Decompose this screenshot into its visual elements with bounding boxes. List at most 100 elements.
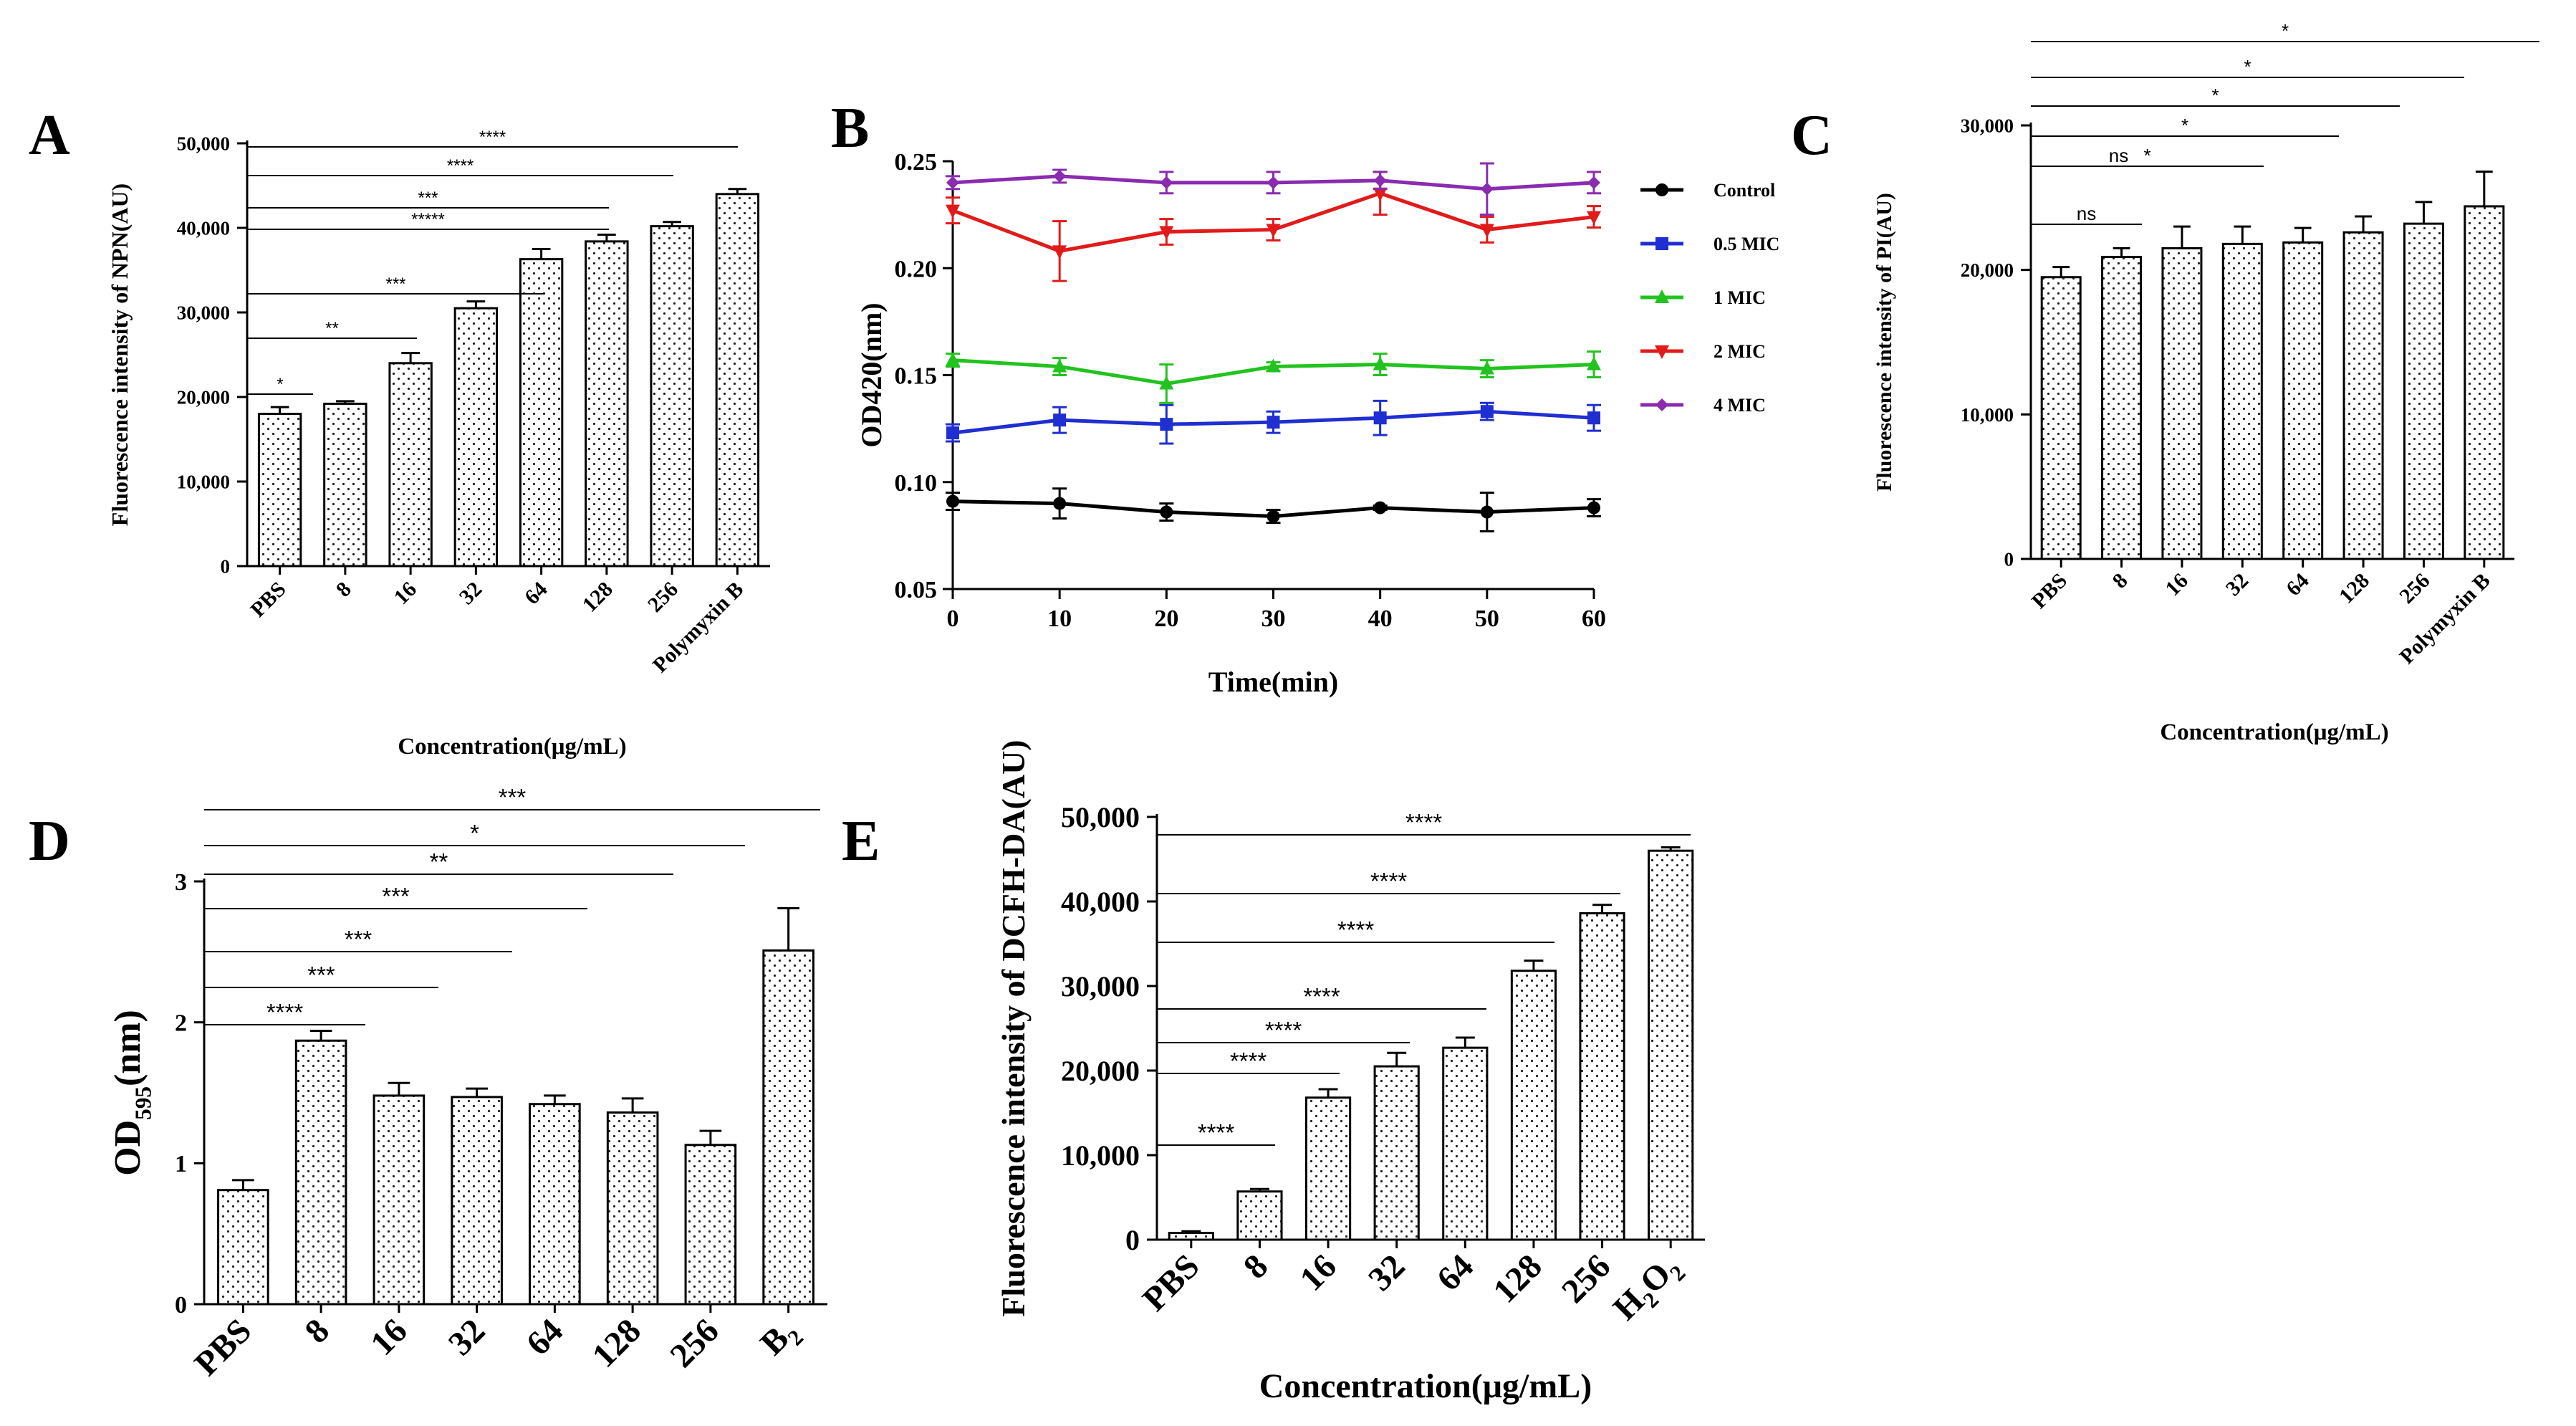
y-tick-label: 20,000 bbox=[1061, 1055, 1140, 1087]
significance-label: *** bbox=[382, 883, 410, 909]
x-tick-label-text: 64 bbox=[2282, 569, 2314, 601]
legend-label: 2 MIC bbox=[1714, 341, 1766, 362]
x-tick-label: 16 bbox=[363, 1311, 414, 1362]
x-tick-label-text: 32 bbox=[441, 1311, 492, 1362]
bar bbox=[715, 193, 760, 568]
data-point bbox=[1373, 501, 1387, 515]
x-tick-label-text: 16 bbox=[363, 1311, 414, 1362]
significance-label: ** bbox=[325, 319, 339, 338]
y-tick-label: 20,000 bbox=[177, 386, 230, 408]
x-tick-label-text: 32 bbox=[455, 578, 487, 610]
x-tick-label: 50 bbox=[1475, 606, 1499, 632]
x-tick-label: 64 bbox=[1430, 1247, 1481, 1298]
legend-label: 1 MIC bbox=[1714, 287, 1766, 308]
data-point bbox=[1655, 398, 1668, 411]
series-0-5-mic: 0.5 MIC bbox=[946, 234, 1779, 445]
significance-label: ** bbox=[430, 848, 448, 875]
x-tick-label: PBS bbox=[246, 578, 290, 622]
significance-label: **** bbox=[1405, 809, 1443, 836]
data-point bbox=[1655, 345, 1669, 359]
x-tick-label: 16 bbox=[390, 578, 422, 610]
x-tick-label: H2O2 bbox=[1606, 1247, 1691, 1331]
panel-letter-b: B bbox=[831, 97, 869, 160]
panel-a: 0 10,000 20,000 30,000 40,000 50,000 PBS 8 16 32 6… bbox=[107, 128, 770, 760]
x-tick-label: 128 bbox=[1486, 1247, 1549, 1310]
x-tick-label: 32 bbox=[1361, 1247, 1412, 1298]
bar bbox=[1373, 1065, 1420, 1241]
x-tick-label: 256 bbox=[643, 578, 683, 617]
data-point bbox=[946, 352, 960, 366]
x-tick-label: 40 bbox=[1368, 606, 1393, 632]
panel-letter-e: E bbox=[842, 810, 880, 873]
x-tick-label: 64 bbox=[2282, 569, 2314, 601]
bar bbox=[2101, 256, 2143, 560]
x-tick-label: PBS bbox=[187, 1311, 259, 1383]
x-axis-title: Concentration(μg/mL) bbox=[1259, 1367, 1592, 1405]
y-tick-label: 0.10 bbox=[895, 470, 938, 497]
y-tick-label: 40,000 bbox=[1061, 886, 1140, 918]
bar bbox=[388, 362, 433, 568]
bar bbox=[1648, 849, 1694, 1241]
x-tick-label: 0 bbox=[947, 606, 959, 632]
data-point bbox=[1587, 356, 1601, 370]
x-axis-title: Concentration(μg/mL) bbox=[398, 734, 626, 760]
x-tick-label: 8 bbox=[332, 578, 356, 602]
y-tick-label: 30,000 bbox=[1061, 970, 1140, 1002]
bar bbox=[323, 402, 367, 568]
x-tick-label-text: 128 bbox=[2335, 569, 2374, 608]
x-tick-label-text: PBS bbox=[246, 578, 290, 622]
y-tick-label: 0 bbox=[175, 1292, 187, 1319]
significance-label: * bbox=[2282, 20, 2289, 42]
significance-label: ns bbox=[2109, 145, 2128, 166]
bar bbox=[217, 1189, 269, 1306]
bar bbox=[1442, 1046, 1489, 1241]
data-point bbox=[1655, 237, 1668, 250]
y-tick-label: 40,000 bbox=[177, 217, 230, 239]
x-tick-label: 128 bbox=[578, 578, 617, 617]
bar bbox=[762, 949, 814, 1306]
series-4-mic: 4 MIC bbox=[946, 162, 1766, 416]
y-tick-label: 50,000 bbox=[177, 133, 230, 154]
data-point bbox=[1587, 411, 1600, 425]
y-tick-label: 0 bbox=[2004, 548, 2014, 570]
y-axis-title: Fluorescence intensity of PI(AU) bbox=[1873, 193, 1896, 492]
x-tick-label-text: 32 bbox=[1361, 1247, 1412, 1298]
data-point bbox=[1587, 501, 1600, 515]
x-tick-label-text: 128 bbox=[585, 1311, 648, 1374]
x-tick-label-text: 128 bbox=[578, 578, 617, 617]
x-tick-label-text: 32 bbox=[2221, 569, 2254, 601]
x-tick-label: 64 bbox=[519, 1311, 570, 1362]
data-point bbox=[1587, 211, 1601, 225]
x-tick-label: 60 bbox=[1582, 606, 1606, 632]
x-tick-label-text: 8 bbox=[297, 1311, 336, 1350]
bar bbox=[1304, 1096, 1352, 1241]
chart-layer: A B C D E 0 10,000 20,000 30,000 40,000 50,000 PBS 8… bbox=[29, 20, 2539, 1405]
significance-label: **** bbox=[1337, 917, 1375, 943]
x-axis-title: Time(min) bbox=[1208, 666, 1338, 698]
y-tick-label: 10,000 bbox=[1961, 404, 2014, 426]
y-axis-title-subscript: 595 bbox=[131, 1086, 156, 1120]
series-control: Control bbox=[946, 180, 1775, 532]
x-tick-label: PBS bbox=[1135, 1247, 1207, 1319]
y-tick-label: 30,000 bbox=[177, 302, 230, 323]
data-point bbox=[1479, 360, 1494, 375]
x-tick-label-text: PBS bbox=[187, 1311, 259, 1383]
data-point bbox=[1266, 358, 1281, 373]
x-tick-label: 8 bbox=[1236, 1247, 1275, 1286]
significance-label: *** bbox=[499, 784, 527, 810]
bar bbox=[451, 1096, 503, 1306]
y-axis-title-text: Fluorescence intensity of NPN(AU) bbox=[107, 183, 133, 526]
x-tick-label-text: PBS bbox=[2027, 569, 2072, 613]
significance-label: * bbox=[2181, 115, 2188, 136]
bar bbox=[2282, 241, 2324, 560]
x-tick-label: 30 bbox=[1261, 606, 1286, 632]
bar bbox=[453, 307, 499, 568]
y-tick-label: 2 bbox=[175, 1010, 187, 1037]
significance-label: *** bbox=[307, 962, 335, 988]
panel-letter-c: C bbox=[1791, 104, 1832, 167]
bar bbox=[2221, 242, 2263, 560]
data-point bbox=[946, 176, 959, 189]
